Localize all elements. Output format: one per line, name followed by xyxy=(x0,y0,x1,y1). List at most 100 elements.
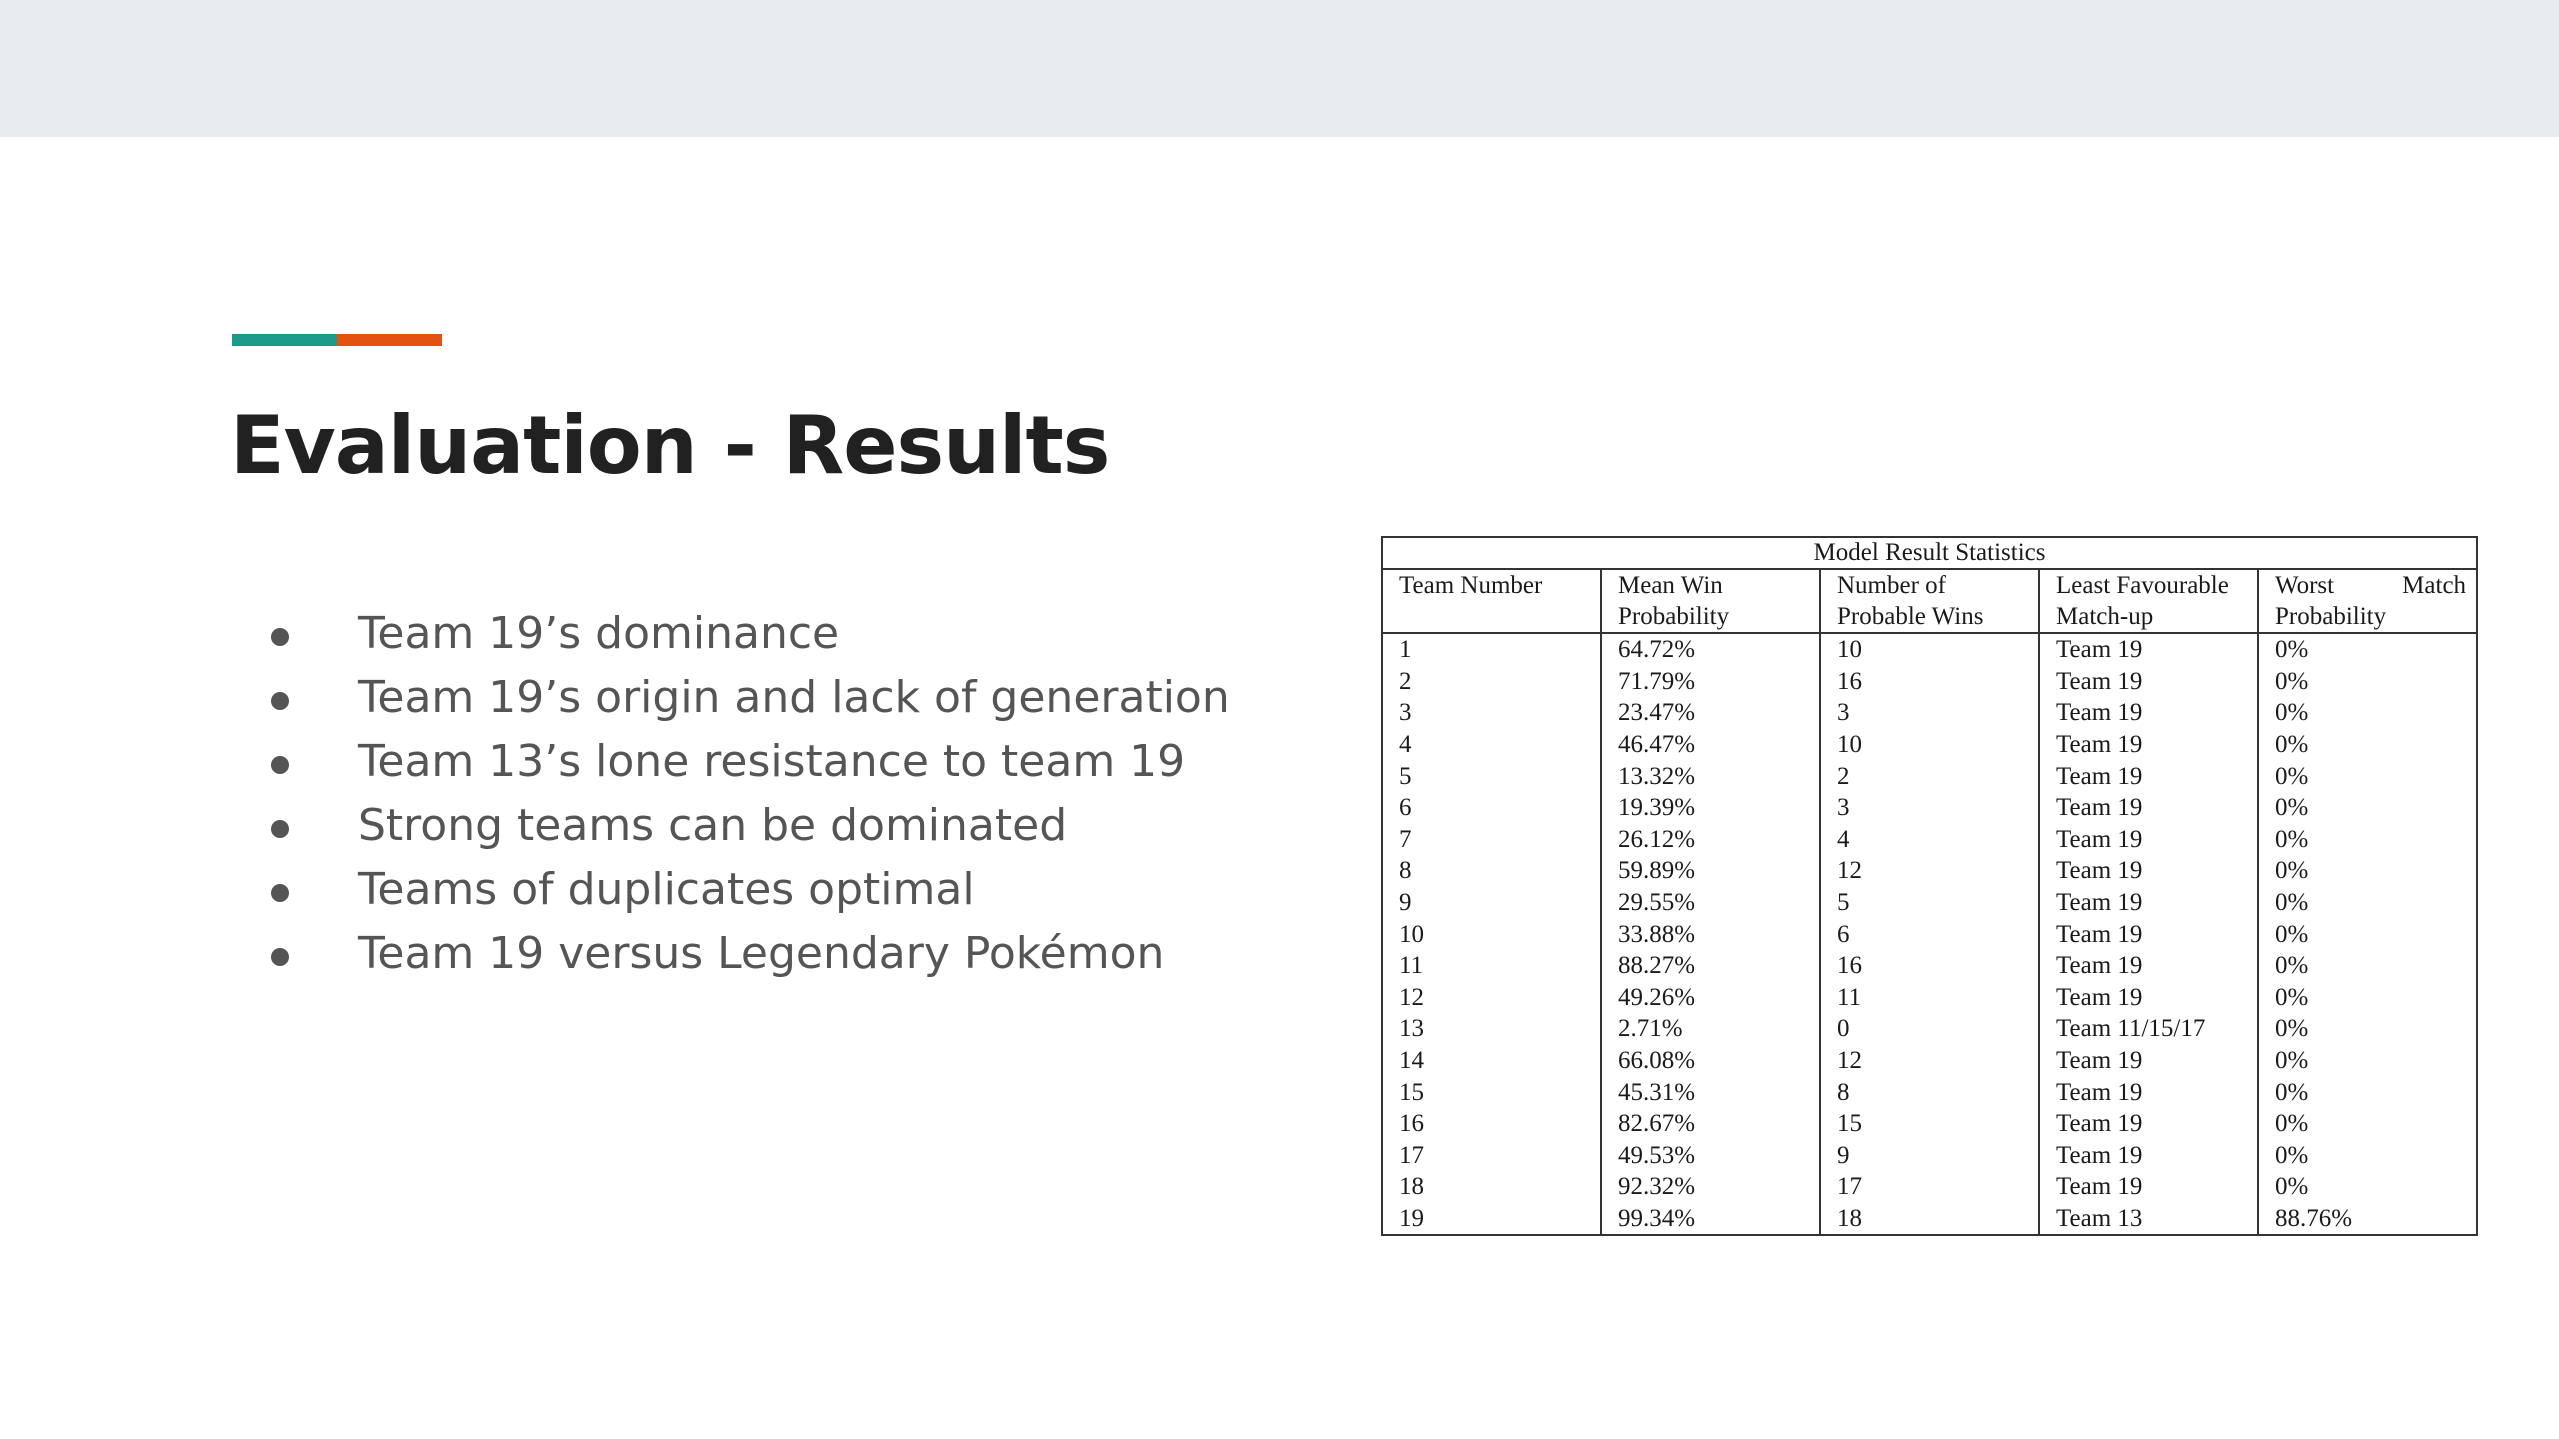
table-cell: Team 19 xyxy=(2039,1171,2259,1203)
top-band xyxy=(0,0,2559,137)
table-cell: 49.53% xyxy=(1601,1139,1821,1172)
table-cell: 17 xyxy=(1382,1139,1602,1172)
slide-title: Evaluation - Results xyxy=(230,399,1110,492)
table-cell: 92.32% xyxy=(1601,1171,1821,1203)
table-cell: Team 19 xyxy=(2039,728,2259,761)
table-cell: 16 xyxy=(1820,949,2040,982)
table-cell: 4 xyxy=(1382,728,1602,761)
table-row: 13 2.71% 0 Team 11/15/17 0% xyxy=(1382,1013,2477,1045)
table-row: 15 45.31% 8 Team 19 0% xyxy=(1382,1076,2477,1108)
table-cell: 45.31% xyxy=(1601,1076,1821,1108)
table-cell: 16 xyxy=(1820,665,2040,698)
table-cell: 19.39% xyxy=(1601,791,1821,824)
table-cell: 2.71% xyxy=(1601,1013,1821,1045)
table-body: 1 64.72% 10 Team 19 0% 2 71.79% 16 Team 19 0% 3 23.… xyxy=(1382,633,2477,1236)
table-cell: 0% xyxy=(2275,952,2309,980)
table-cell: 4 xyxy=(1820,823,2040,856)
table-cell: 13.32% xyxy=(1601,760,1821,792)
table-cell: 0% xyxy=(2275,794,2309,822)
table-cell: 2 xyxy=(1382,665,1602,698)
table-cell: 18 xyxy=(1382,1171,1602,1203)
title-accent-bar xyxy=(232,334,442,346)
table-cell: 0% xyxy=(2275,667,2309,695)
table-cell: 10 xyxy=(1820,633,2040,666)
table-cell: 6 xyxy=(1820,918,2040,950)
table-cell: 0% xyxy=(2275,1173,2309,1201)
table-header-cell: Worst Match Probability xyxy=(2258,569,2478,634)
table-cell: Team 19 xyxy=(2039,665,2259,698)
table-cell: 0 xyxy=(1820,1013,2040,1045)
table-cell: 49.26% xyxy=(1601,981,1821,1014)
bullet-dot-icon xyxy=(271,628,289,646)
table-cell: 0% xyxy=(2275,1110,2309,1138)
table-cell: 11 xyxy=(1820,981,2040,1014)
table-cell: 5 xyxy=(1382,760,1602,792)
table-cell: Team 19 xyxy=(2039,1139,2259,1172)
table-cell: Team 19 xyxy=(2039,791,2259,824)
table-cell: 0% xyxy=(2275,983,2309,1011)
table-row: 16 82.67% 15 Team 19 0% xyxy=(1382,1107,2477,1140)
table-cell: 3 xyxy=(1820,791,2040,824)
table-cell: 66.08% xyxy=(1601,1044,1821,1077)
table-caption: Model Result Statistics xyxy=(1382,537,2478,570)
table-cell: 0% xyxy=(2275,1141,2309,1169)
table-cell: 15 xyxy=(1820,1107,2040,1140)
table-cell: Team 19 xyxy=(2039,918,2259,950)
table-cell: Team 19 xyxy=(2039,855,2259,887)
table-cell: 33.88% xyxy=(1601,918,1821,950)
table-cell: 8 xyxy=(1820,1076,2040,1108)
bullet-text: Teams of duplicates optimal xyxy=(358,864,975,915)
table-cell: Team 19 xyxy=(2039,697,2259,729)
table-cell: 10 xyxy=(1382,918,1602,950)
accent-teal-segment xyxy=(232,334,337,346)
table-cell: 88.76% xyxy=(2275,1204,2353,1232)
table-cell: 15 xyxy=(1382,1076,1602,1108)
table-cell: 99.34% xyxy=(1601,1202,1821,1236)
table-cell: 12 xyxy=(1820,1044,2040,1077)
table-cell: 6 xyxy=(1382,791,1602,824)
table-cell: 29.55% xyxy=(1601,886,1821,919)
table-cell: Team 19 xyxy=(2039,949,2259,982)
table-cell: 0% xyxy=(2275,699,2309,727)
table-row: 4 46.47% 10 Team 19 0% xyxy=(1382,728,2477,761)
table-cell: Team 13 xyxy=(2039,1202,2259,1236)
table-cell: 0% xyxy=(2275,825,2309,853)
table-cell: Team 19 xyxy=(2039,760,2259,792)
bullet-text: Team 19’s origin and lack of generation xyxy=(358,672,1230,723)
table-cell: Team 19 xyxy=(2039,633,2259,666)
bullet-text: Team 19’s dominance xyxy=(358,608,840,659)
table-cell: 12 xyxy=(1382,981,1602,1014)
table-cell: Team 19 xyxy=(2039,981,2259,1014)
table-cell: 0% xyxy=(2275,1015,2309,1043)
table-row: 8 59.89% 12 Team 19 0% xyxy=(1382,855,2477,887)
table-cell: 71.79% xyxy=(1601,665,1821,698)
table-cell: 1 xyxy=(1382,633,1602,666)
table-row: 6 19.39% 3 Team 19 0% xyxy=(1382,791,2477,824)
table-row: 14 66.08% 12 Team 19 0% xyxy=(1382,1044,2477,1077)
table-header-cell: Least Favourable Match-up xyxy=(2039,569,2259,634)
table-cell: 88.27% xyxy=(1601,949,1821,982)
bullet-text: Team 13’s lone resistance to team 19 xyxy=(358,736,1186,787)
table-row: 10 33.88% 6 Team 19 0% xyxy=(1382,918,2477,950)
table-row: 7 26.12% 4 Team 19 0% xyxy=(1382,823,2477,856)
bullet-dot-icon xyxy=(271,884,289,902)
table-cell: 23.47% xyxy=(1601,697,1821,729)
table-cell: Team 19 xyxy=(2039,1076,2259,1108)
bullet-dot-icon xyxy=(271,756,289,774)
table-cell: 5 xyxy=(1820,886,2040,919)
table-row: 12 49.26% 11 Team 19 0% xyxy=(1382,981,2477,1014)
bullet-text: Team 19 versus Legendary Pokémon xyxy=(358,928,1165,979)
table-cell: 18 xyxy=(1820,1202,2040,1236)
bullet-dot-icon xyxy=(271,948,289,966)
table-cell: 46.47% xyxy=(1601,728,1821,761)
table-cell: 9 xyxy=(1382,886,1602,919)
table-cell: 13 xyxy=(1382,1013,1602,1045)
accent-orange-segment xyxy=(337,334,442,346)
table-cell: 14 xyxy=(1382,1044,1602,1077)
table-cell: 64.72% xyxy=(1601,633,1821,666)
table-cell: 7 xyxy=(1382,823,1602,856)
table-cell: 17 xyxy=(1820,1171,2040,1203)
table-cell: 10 xyxy=(1820,728,2040,761)
table-cell: 59.89% xyxy=(1601,855,1821,887)
model-result-statistics-table: Model Result Statistics Team Number Mean … xyxy=(1381,536,2479,1237)
